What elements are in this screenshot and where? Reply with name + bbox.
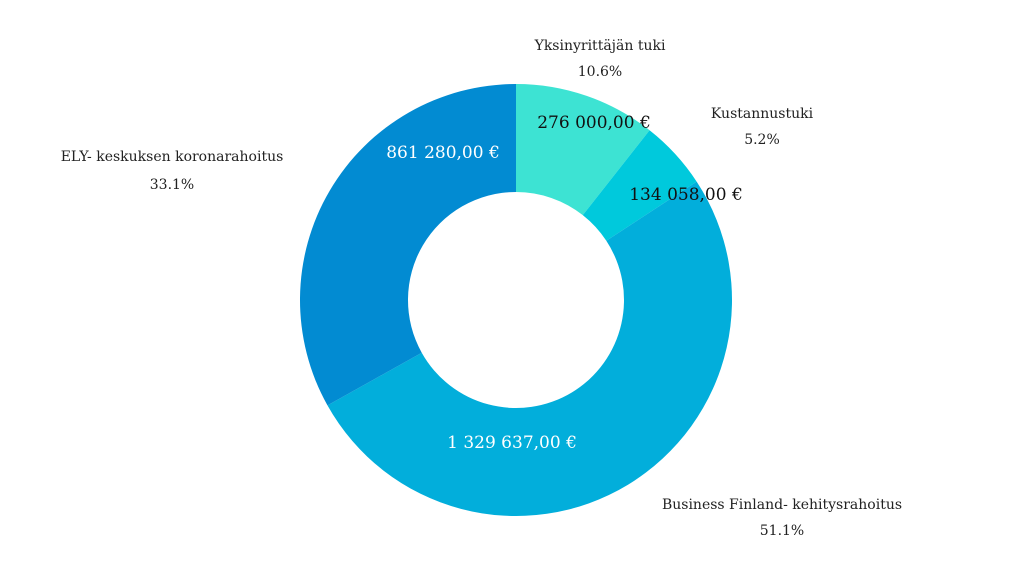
slice-name-label-kustannustuki: Kustannustuki — [711, 106, 814, 122]
donut-slice-3 — [300, 83, 516, 406]
slice-name-label-ely-keskus: ELY- keskuksen koronarahoitus — [61, 149, 284, 165]
slice-label-group-3: 861 280,00 € ELY- keskuksen koronarahoit… — [61, 143, 500, 193]
slice-value-label-ely-keskus: 861 280,00 € — [386, 143, 500, 163]
slice-percent-label-ely-keskus: 33.1% — [150, 177, 194, 193]
slice-value-label-yksinyrittajan-tuki: 276 000,00 € — [537, 113, 651, 133]
donut-slice-1 — [582, 130, 697, 241]
donut-slice-0 — [516, 84, 650, 216]
donut-slice-2 — [327, 181, 733, 517]
slice-percent-label-yksinyrittajan-tuki: 10.6% — [578, 64, 622, 80]
slice-label-group-2: 1 329 637,00 € Business Finland- kehitys… — [447, 433, 902, 539]
slice-name-label-yksinyrittajan-tuki: Yksinyrittäjän tuki — [534, 38, 666, 54]
slice-label-group-1: 134 058,00 € Kustannustuki 5.2% — [629, 106, 813, 205]
slice-percent-label-business-finland: 51.1% — [760, 523, 804, 539]
slice-label-group-0: 276 000,00 € Yksinyrittäjän tuki 10.6% — [534, 38, 666, 133]
slice-name-label-business-finland: Business Finland- kehitysrahoitus — [662, 497, 902, 513]
slice-value-label-business-finland: 1 329 637,00 € — [447, 433, 577, 453]
slice-value-label-kustannustuki: 134 058,00 € — [629, 185, 743, 205]
slice-percent-label-kustannustuki: 5.2% — [744, 132, 780, 148]
donut-slices — [300, 83, 733, 517]
